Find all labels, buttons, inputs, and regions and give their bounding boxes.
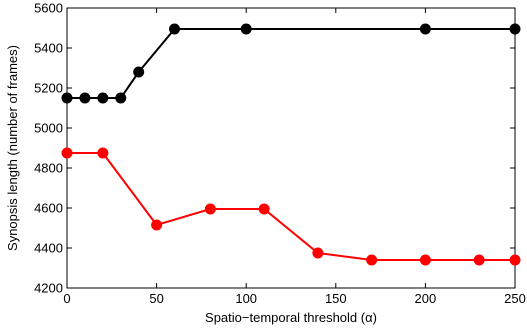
x-tick-label: 100 (235, 291, 257, 306)
data-point (419, 254, 431, 266)
data-point (61, 147, 73, 159)
series-line (67, 152, 515, 261)
y-tick-label: 5000 (34, 121, 63, 136)
data-point (97, 147, 109, 159)
data-point (133, 66, 145, 78)
data-point (509, 23, 521, 35)
y-tick-label: 5200 (34, 81, 63, 96)
data-point (258, 203, 270, 215)
data-point (366, 254, 378, 266)
series-0 (61, 23, 521, 104)
data-point (61, 92, 73, 104)
series-layer (61, 23, 521, 266)
data-point (79, 92, 91, 104)
x-axis-label: Spatio−temporal threshold (α) (205, 310, 377, 325)
data-point (419, 23, 431, 35)
y-tick-label: 4200 (34, 281, 63, 296)
data-point (204, 203, 216, 215)
y-tick-label: 4600 (34, 201, 63, 216)
data-point (473, 254, 485, 266)
data-point (240, 23, 252, 35)
y-tick-label: 5600 (34, 1, 63, 16)
x-tick-label: 0 (63, 291, 70, 306)
y-axis-label: Synopsis length (number of frames) (5, 45, 20, 251)
x-tick-label: 250 (504, 291, 526, 306)
data-point (509, 254, 521, 266)
plot-frame (66, 7, 516, 289)
series-line (67, 28, 515, 99)
data-point (312, 247, 324, 259)
data-point (115, 92, 127, 104)
x-tick-label: 200 (415, 291, 437, 306)
series-1 (61, 147, 521, 266)
x-tick-label: 50 (149, 291, 163, 306)
axis-ticks: 0 50 100 150 200 250 4200 4400 4600 4800 5000 5200 5… (34, 1, 526, 307)
data-point (151, 219, 163, 231)
y-tick-label: 4400 (34, 241, 63, 256)
x-tick-label: 150 (325, 291, 347, 306)
y-tick-label: 5400 (34, 41, 63, 56)
data-point (97, 92, 109, 104)
data-point (169, 23, 181, 35)
y-tick-label: 4800 (34, 161, 63, 176)
